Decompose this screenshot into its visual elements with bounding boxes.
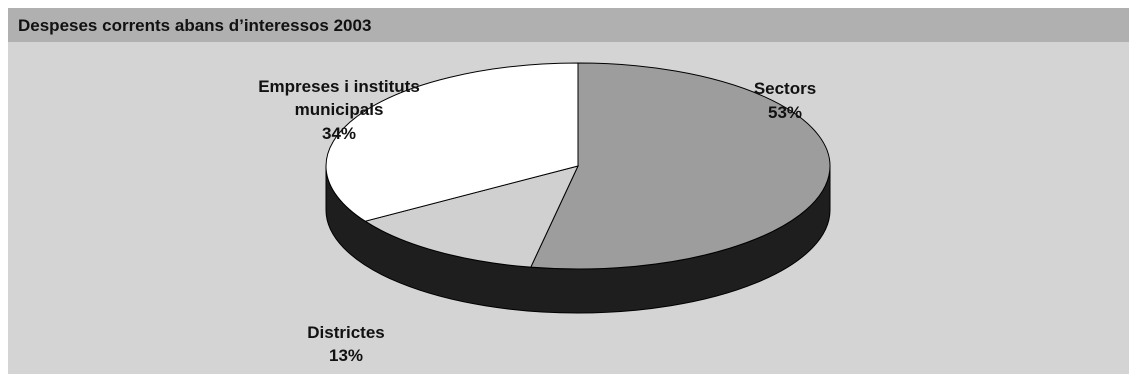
pie-slice-districtes [363,165,579,268]
chart-panel: Despeses corrents abans d’interessos 200… [8,8,1129,374]
slice-label-empreses-line1: Empreses i instituts [258,77,420,96]
slice-label-districtes: Districtes [307,323,384,342]
title-bar: Despeses corrents abans d’interessos 200… [8,8,1129,42]
slice-percent-empreses: 34% [322,124,356,143]
chart-title: Despeses corrents abans d’interessos 200… [18,16,372,35]
slice-percent-districtes: 13% [329,346,363,365]
pie-chart: Sectors 53% Empreses i instituts municip… [258,62,831,365]
pie-slice-sectors [530,62,831,270]
slice-label-sectors: Sectors [754,79,816,98]
pie-slice-empreses [325,62,579,222]
slice-label-empreses-line2: municipals [295,100,384,119]
slice-percent-sectors: 53% [768,103,802,122]
